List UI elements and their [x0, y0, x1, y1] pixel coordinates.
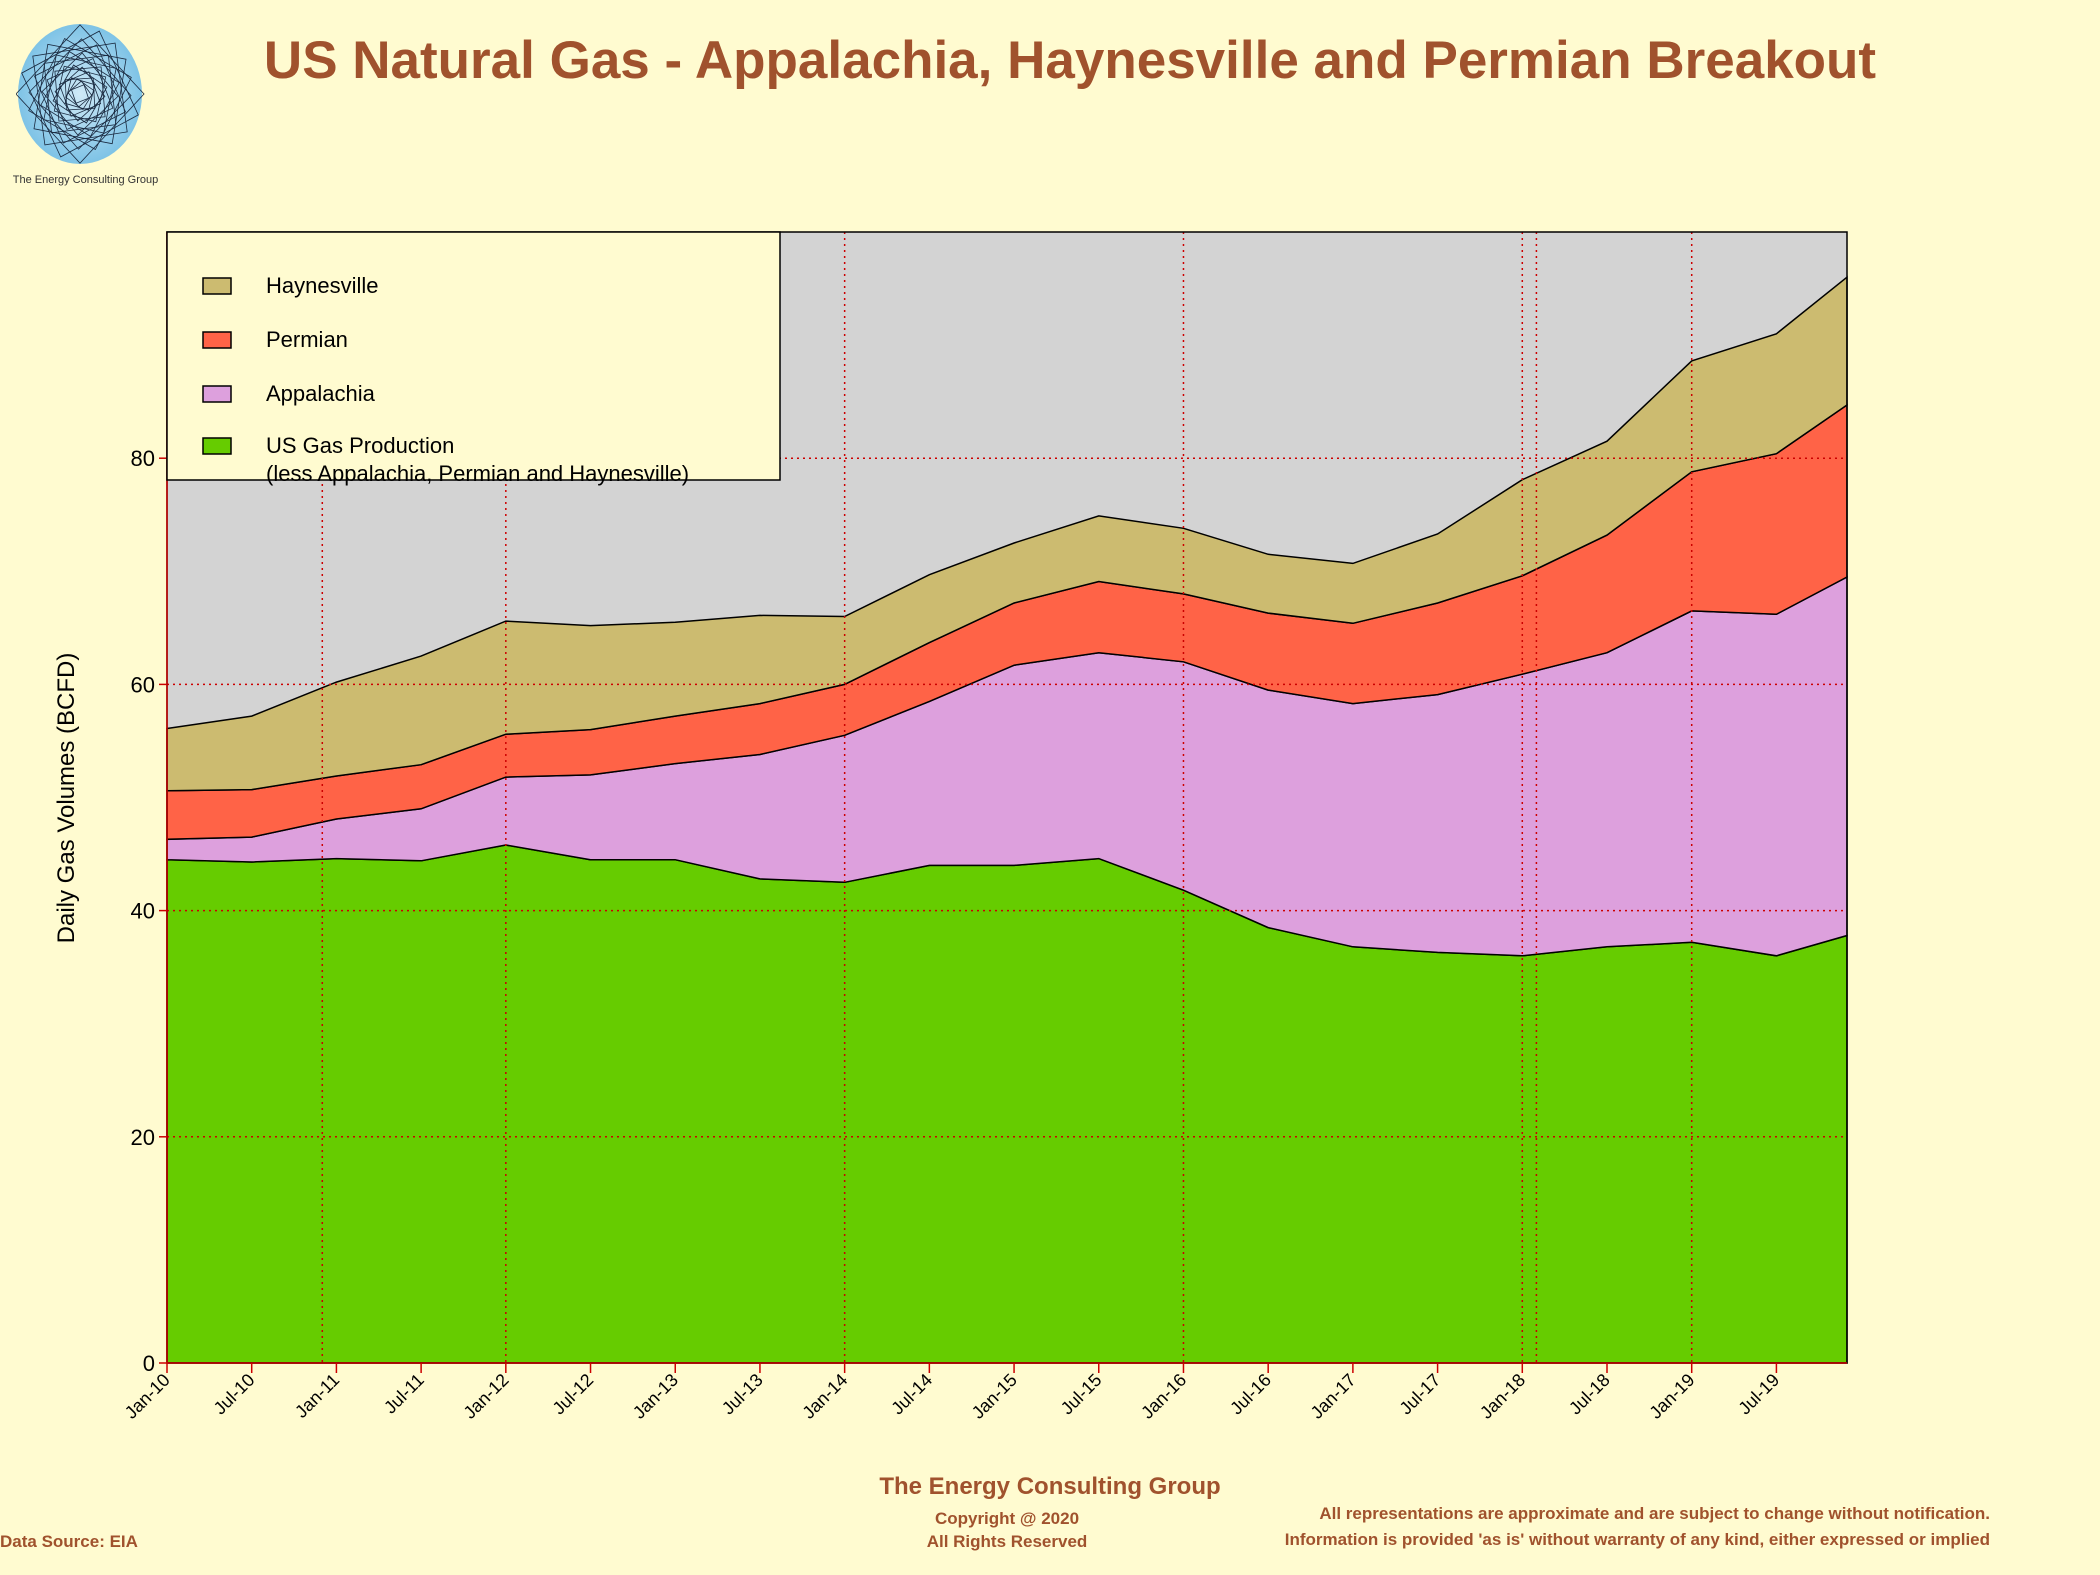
y-tick-label: 40: [131, 899, 155, 924]
legend-label-haynesville: Haynesville: [266, 273, 379, 298]
x-tick-label: Jan-11: [291, 1370, 343, 1422]
legend-label-permian: Permian: [266, 327, 348, 352]
y-tick-label: 60: [131, 672, 155, 697]
legend-label-appalachia: Appalachia: [266, 381, 376, 406]
x-tick-label: Jul-12: [549, 1370, 598, 1419]
x-tick-label: Jul-18: [1565, 1370, 1614, 1419]
y-tick-label: 20: [131, 1125, 155, 1150]
logo-caption: The Energy Consulting Group: [12, 174, 159, 186]
x-tick-label: Jul-17: [1396, 1370, 1445, 1419]
legend-sublabel-us-gas-production: (less Appalachia, Permian and Haynesvill…: [266, 461, 689, 486]
y-tick-label: 80: [131, 446, 155, 471]
x-tick-label: Jan-14: [798, 1370, 851, 1423]
x-tick-label: Jul-19: [1734, 1370, 1783, 1419]
legend-label-us-gas-production: US Gas Production: [266, 433, 454, 458]
legend-swatch-appalachia: [202, 385, 232, 403]
x-tick-label: Jan-13: [629, 1370, 682, 1423]
x-tick-label: Jul-11: [380, 1370, 428, 1418]
x-tick-label: Jul-10: [210, 1370, 259, 1419]
x-tick-label: Jul-16: [1226, 1370, 1275, 1419]
footer-rights: All Rights Reserved: [926, 1532, 1088, 1551]
footer-disclaimer-2: Information is provided 'as is' without …: [1284, 1530, 1990, 1549]
footer-copyright: Copyright @ 2020: [934, 1509, 1080, 1528]
x-tick-label: Jul-14: [887, 1370, 936, 1419]
x-tick-label: Jan-15: [968, 1370, 1021, 1423]
x-tick-label: Jan-17: [1307, 1370, 1360, 1423]
footer-data-source: Data Source: EIA: [0, 1532, 138, 1551]
footer-disclaimer-1: All representations are approximate and …: [1319, 1504, 1990, 1523]
x-tick-label: Jan-19: [1645, 1370, 1698, 1423]
y-axis-label: Daily Gas Volumes (BCFD): [53, 653, 80, 944]
legend-swatch-permian: [202, 331, 232, 349]
y-tick-label: 0: [143, 1351, 155, 1376]
footer-org: The Energy Consulting Group: [879, 1473, 1221, 1500]
x-tick-label: Jul-15: [1057, 1370, 1106, 1419]
legend-box: [166, 231, 781, 481]
company-logo: [15, 22, 154, 192]
x-tick-label: Jul-13: [718, 1370, 767, 1419]
legend-swatch-haynesville: [202, 277, 232, 295]
legend-swatch-us-gas-production: [202, 437, 232, 455]
page-title: US Natural Gas - Appalachia, Haynesville…: [263, 31, 1877, 90]
x-tick-label: Jan-16: [1137, 1370, 1190, 1423]
x-tick-label: Jan-10: [121, 1370, 174, 1423]
x-tick-label: Jan-18: [1476, 1370, 1529, 1423]
x-tick-label: Jan-12: [460, 1370, 513, 1423]
